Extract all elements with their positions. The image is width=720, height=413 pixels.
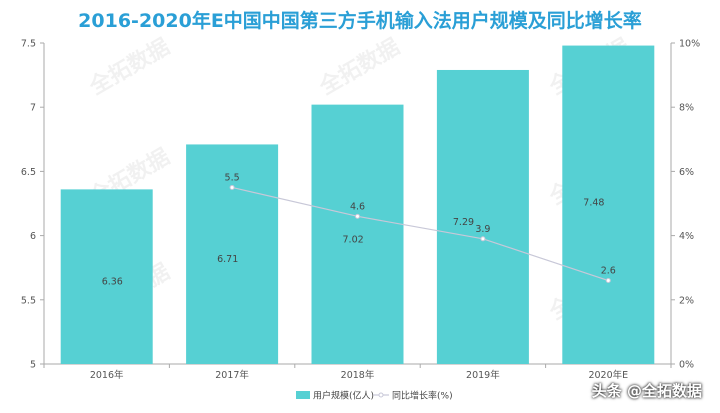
y-left-tick-label: 7	[30, 103, 36, 114]
y-right-tick-label: 4%	[679, 231, 694, 242]
x-tick-label: 2020年E	[588, 369, 628, 381]
growth-data-label: 4.6	[350, 201, 365, 212]
growth-data-label: 5.5	[225, 172, 240, 183]
y-left-tick-label: 6	[30, 231, 36, 242]
y-left-tick-label: 7.5	[21, 39, 36, 50]
bar-data-label: 7.48	[583, 198, 604, 209]
bar-data-label: 6.71	[217, 254, 238, 265]
x-tick-label: 2019年	[466, 369, 500, 381]
y-right-tick-label: 10%	[679, 39, 700, 50]
growth-point	[480, 236, 486, 242]
bar-data-label: 6.36	[102, 277, 123, 288]
legend-bar-swatch	[296, 391, 310, 399]
legend-line-label: 同比增长率(%)	[392, 390, 453, 402]
source-credit: 头条 @全拓数据	[591, 382, 702, 400]
bar	[60, 189, 153, 364]
growth-point	[355, 213, 360, 219]
y-left-tick-label: 6.5	[21, 167, 36, 178]
growth-data-label: 3.9	[475, 224, 490, 235]
y-right-tick-label: 2%	[679, 295, 694, 306]
y-left-tick-label: 5	[30, 360, 36, 371]
watermark-text: 全拓数据	[314, 34, 404, 101]
bar	[186, 144, 279, 364]
growth-line	[231, 186, 609, 282]
y-right-tick-label: 8%	[679, 103, 694, 114]
bar	[311, 104, 404, 364]
growth-point	[605, 278, 611, 284]
y-right-tick-label: 0%	[679, 360, 694, 371]
x-tick-label: 2018年	[341, 369, 375, 381]
bar-data-label: 7.02	[343, 234, 364, 245]
legend-line-marker	[378, 392, 384, 398]
bar-data-label: 7.29	[453, 217, 474, 228]
x-tick-label: 2016年	[90, 369, 124, 381]
watermark-text: 全拓数据	[84, 34, 174, 101]
y-left-tick-label: 5.5	[21, 295, 36, 306]
growth-point	[229, 184, 235, 190]
y-right-tick-label: 6%	[679, 167, 694, 178]
chart-title: 2016-2020年E中国中国第三方手机输入法用户规模及同比增长率	[78, 10, 642, 32]
x-tick-label: 2017年	[215, 369, 249, 381]
legend-bar-label: 用户规模(亿人)	[313, 390, 374, 402]
bar	[436, 69, 529, 365]
bar	[562, 45, 655, 365]
growth-data-label: 2.6	[601, 266, 616, 277]
